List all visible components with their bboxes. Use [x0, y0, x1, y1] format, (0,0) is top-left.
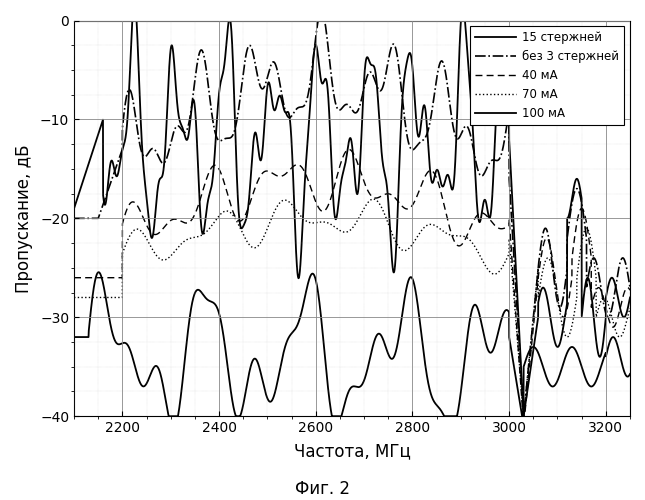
- 100 мА: [304, 281, 312, 287]
- 15 стержней: [582, 281, 590, 287]
- 40 мА: [308, 188, 316, 194]
- Line: 100 мА: 100 мА: [74, 272, 630, 416]
- 70 мА: [70, 294, 78, 300]
- 100 мА: [308, 270, 316, 276]
- без 3 стержней: [626, 284, 634, 290]
- Text: Фиг. 2: Фиг. 2: [295, 480, 350, 498]
- 70 мА: [626, 305, 634, 311]
- 100 мА: [626, 371, 634, 377]
- Legend: 15 стержней, без 3 стержней, 40 мА, 70 мА, 100 мА: 15 стержней, без 3 стержней, 40 мА, 70 м…: [470, 26, 624, 124]
- 15 стержней: [304, 136, 312, 142]
- 40 мА: [610, 324, 617, 330]
- 100 мА: [582, 376, 590, 382]
- 70 мА: [370, 196, 377, 202]
- 15 стержней: [474, 213, 482, 219]
- 15 стержней: [70, 206, 78, 212]
- 15 стержней: [335, 202, 342, 208]
- 100 мА: [474, 307, 482, 313]
- 100 мА: [610, 334, 617, 340]
- Line: без 3 стержней: без 3 стержней: [74, 20, 630, 416]
- 40 мА: [334, 169, 342, 175]
- без 3 стержней: [314, 18, 322, 24]
- 70 мА: [474, 249, 482, 255]
- 40 мА: [519, 413, 527, 419]
- без 3 стержней: [474, 168, 482, 173]
- X-axis label: Частота, МГц: Частота, МГц: [293, 442, 410, 460]
- без 3 стержней: [70, 216, 78, 222]
- 100 мА: [335, 413, 342, 419]
- 40 мА: [626, 287, 634, 293]
- 15 стержней: [610, 276, 617, 282]
- без 3 стержней: [582, 228, 590, 234]
- 15 стержней: [520, 413, 528, 419]
- без 3 стержней: [308, 66, 316, 71]
- 70 мА: [334, 226, 342, 232]
- без 3 стержней: [335, 107, 342, 113]
- 15 стержней: [626, 294, 634, 300]
- 100 мА: [70, 334, 78, 340]
- 100 мА: [165, 413, 173, 419]
- без 3 стержней: [304, 94, 312, 100]
- 100 мА: [95, 269, 103, 275]
- 40 мА: [70, 274, 78, 280]
- без 3 стержней: [610, 299, 617, 305]
- Line: 40 мА: 40 мА: [74, 150, 630, 416]
- 40 мА: [474, 212, 482, 218]
- 70 мА: [520, 413, 528, 419]
- 15 стержней: [128, 18, 136, 24]
- 15 стержней: [308, 71, 316, 77]
- 70 мА: [610, 320, 617, 326]
- Line: 15 стержней: 15 стержней: [74, 20, 630, 416]
- 40 мА: [582, 215, 590, 221]
- 70 мА: [582, 226, 590, 232]
- Y-axis label: Пропускание, дБ: Пропускание, дБ: [15, 144, 33, 292]
- 40 мА: [304, 176, 312, 182]
- 70 мА: [308, 220, 316, 226]
- 70 мА: [304, 219, 312, 225]
- Line: 70 мА: 70 мА: [74, 199, 630, 416]
- 40 мА: [345, 146, 353, 152]
- без 3 стержней: [520, 413, 528, 419]
